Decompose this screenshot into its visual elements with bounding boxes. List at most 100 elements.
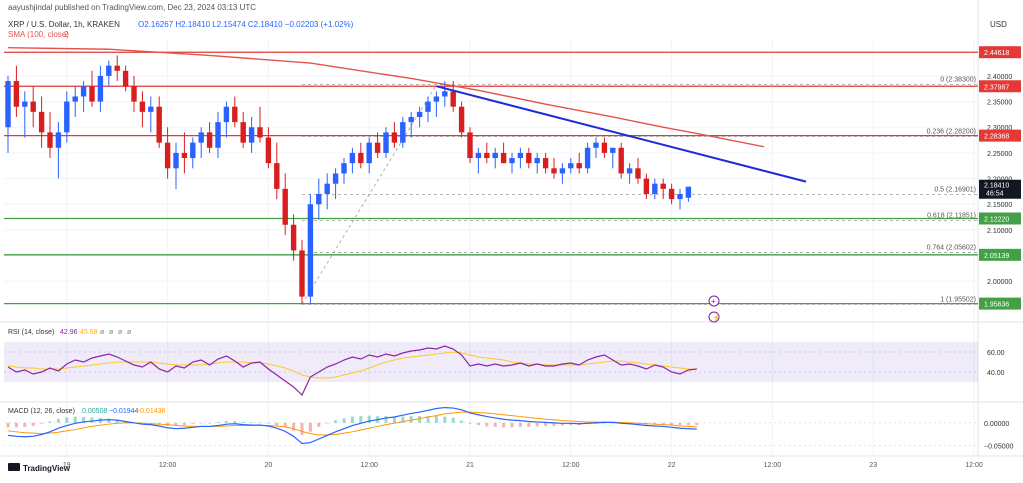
candle-body (509, 158, 515, 164)
time-tick-label: 12:00 (562, 462, 580, 469)
candle-body (425, 101, 431, 112)
horizontal-level-tag (979, 212, 1021, 225)
candle-body (274, 163, 280, 189)
candle-body (349, 152, 356, 164)
candle-body (685, 186, 692, 198)
horizontal-level-label: 2.28368 (984, 134, 1009, 141)
time-tick-label: 22 (668, 462, 676, 469)
macd-histogram-bar (182, 422, 186, 426)
fib-level-label: 0.618 (2.11851) (927, 212, 976, 219)
macd-histogram-bar (124, 421, 128, 423)
macd-histogram-bar (40, 422, 44, 424)
macd-histogram-bar (560, 422, 564, 426)
macd-histogram-bar (65, 417, 69, 423)
macd-histogram-bar (544, 422, 548, 426)
macd-histogram-bar (367, 415, 371, 423)
chart-tool-icons[interactable]: + ⚡ (708, 295, 721, 323)
time-tick-label: 21 (466, 462, 474, 469)
macd-histogram-bar (82, 417, 86, 423)
macd-histogram-bar (191, 422, 195, 424)
horizontal-level-label: 2.37987 (984, 84, 1009, 91)
candle-body (391, 132, 398, 143)
macd-histogram-bar (476, 422, 480, 426)
candle-body (433, 96, 440, 102)
macd-tick-label: 0.00000 (984, 421, 1009, 428)
current-price-label: 2.18410 (984, 183, 1009, 190)
currency-label: USD (990, 20, 1007, 29)
macd-histogram-bar (107, 418, 111, 423)
fib-anchor-line (301, 84, 437, 305)
candle-body (366, 142, 372, 164)
candle-body (139, 101, 146, 112)
macd-histogram-bar (485, 422, 489, 427)
ohlc-line: O2.16267 H2.18410 L2.15474 C2.18410 −0.0… (138, 20, 354, 29)
candle-body (190, 142, 196, 159)
candle-body (290, 224, 297, 251)
macd-histogram-bar (266, 422, 270, 424)
candle-body (551, 168, 557, 174)
candle-body (148, 106, 154, 112)
price-tick-label: 2.35000 (987, 100, 1012, 107)
macd-histogram-bar (325, 422, 329, 424)
macd-histogram-bar (90, 417, 94, 423)
candle-body (534, 158, 540, 164)
time-tick-label: 12:00 (965, 462, 983, 469)
macd-histogram-bar (250, 422, 254, 423)
candle-body (122, 70, 129, 87)
horizontal-level-label: 2.44618 (984, 50, 1009, 57)
horizontal-level-tag (979, 297, 1021, 310)
candle-body (517, 152, 524, 159)
price-pane[interactable]: 2.400002.350002.300002.250002.200002.150… (4, 0, 1023, 456)
macd-histogram-bar (115, 419, 119, 423)
candle-body (467, 132, 473, 159)
macd-histogram-bar (686, 422, 690, 426)
price-tick-label: 2.25000 (987, 151, 1012, 158)
rsi-header-value: ø (118, 329, 123, 336)
horizontal-level-label: 2.12220 (984, 216, 1009, 223)
macd-histogram-bar (317, 422, 321, 427)
price-tick-label: 2.40000 (987, 74, 1012, 81)
candle-body (5, 81, 11, 128)
macd-histogram-bar (695, 422, 699, 426)
candle-body (131, 86, 137, 102)
macd-histogram-bar (384, 416, 388, 423)
sma-label: SMA (100, close) (8, 30, 69, 39)
macd-histogram-bar (216, 421, 220, 423)
time-axis: 1912:002012:002112:002212:002312:002412:… (0, 455, 1023, 469)
macd-line (7, 406, 697, 445)
candle-body (652, 183, 658, 194)
candle-body (198, 132, 204, 143)
macd-title: MACD (12, 26, close) (8, 408, 75, 415)
lightning-glyph: ⚡ (712, 313, 721, 322)
macd-histogram-bar (275, 422, 279, 426)
candle-body (584, 147, 591, 169)
candle-body (341, 163, 347, 174)
candle-body (526, 152, 532, 164)
candle-body (97, 75, 104, 102)
macd-histogram-bar (434, 415, 438, 423)
macd-histogram-bar (602, 422, 606, 424)
macd-histogram-bar (208, 422, 212, 424)
add-alert-icon[interactable] (708, 295, 720, 307)
rsi-line (7, 345, 697, 397)
horizontal-level-tag (979, 80, 1021, 93)
macd-histogram-bar (670, 422, 674, 426)
price-tick-label: 2.10000 (987, 228, 1012, 235)
candle-body (643, 178, 650, 194)
fib-level-label: 0.764 (2.05602) (927, 244, 976, 251)
lightning-icon[interactable] (708, 311, 720, 323)
candle-body (47, 132, 53, 148)
candle-body (332, 173, 339, 184)
macd-pane[interactable]: 0.00000 −0.05000 MACD (12, 26, close) 0.005… (0, 401, 1023, 450)
candle-body (626, 168, 633, 174)
rsi-header-value: ø (109, 329, 114, 336)
candle-body (442, 91, 448, 97)
brand-label: TradingView (23, 464, 71, 473)
macd-histogram-bar (233, 421, 237, 423)
macd-histogram-bar (199, 422, 203, 424)
horizontal-level-tag (979, 129, 1021, 142)
candle-body (257, 127, 263, 138)
